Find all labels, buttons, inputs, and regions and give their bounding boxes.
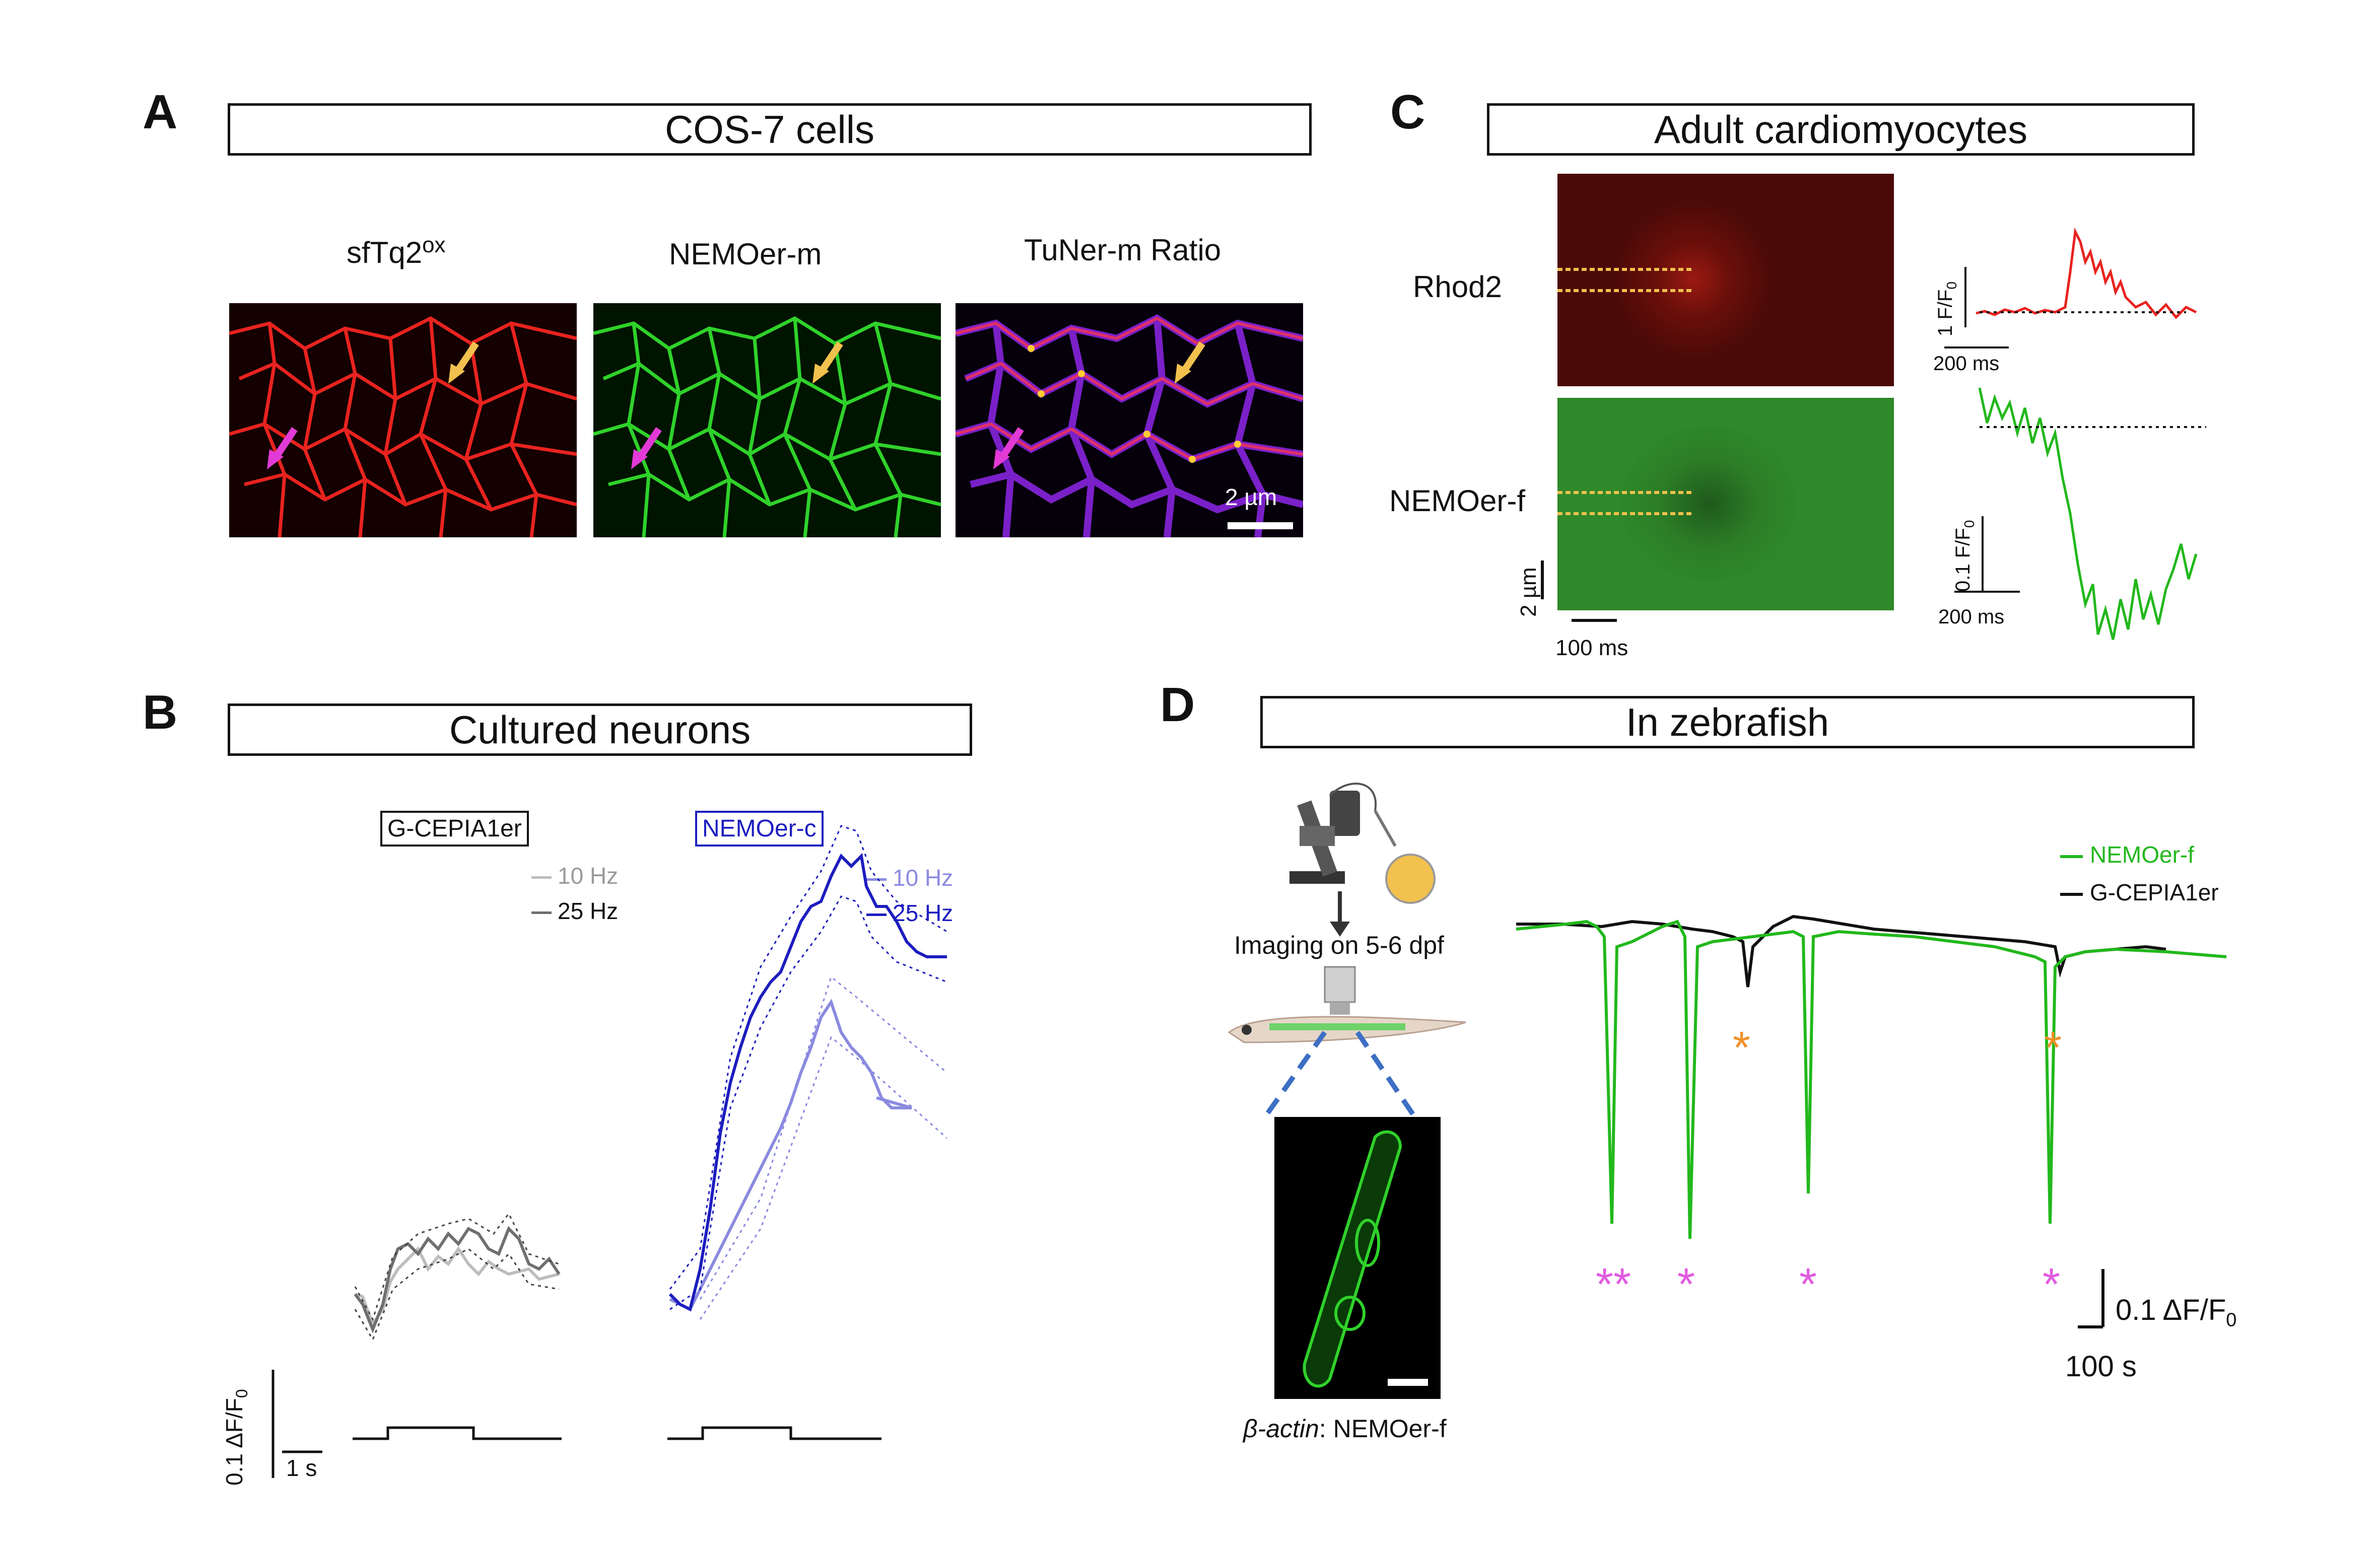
panel-d-letter: D (1160, 678, 1195, 732)
trace-nemoer-25hz (668, 853, 947, 1312)
scale-x-c-image: 100 ms (1555, 636, 1628, 660)
panel-a-letter: A (143, 85, 178, 139)
image-label-nemoer-m: NEMOer-m (669, 237, 822, 271)
asterisk-magenta-4: * (1799, 1259, 1817, 1310)
asterisk-magenta-2: * (1613, 1259, 1631, 1310)
panel-a-title: COS-7 cells (228, 103, 1312, 156)
sensor-label-nemoer-c: NEMOer-c (695, 811, 824, 847)
image-label-tuner-ratio: TuNer-m Ratio (1024, 233, 1221, 267)
asterisk-magenta-1: * (1596, 1259, 1614, 1310)
trace-gcepia-25hz (354, 1226, 561, 1334)
microscope-icon (1289, 783, 1436, 937)
network-ratio-svg (956, 314, 1303, 537)
scale-x-d: 100 s (2065, 1350, 2137, 1383)
legend-b-left-25hz: 25 Hz (531, 897, 618, 925)
panel-c-letter: C (1390, 85, 1425, 139)
linescan-nemoer (1557, 398, 1894, 610)
trace-rhod2 (1976, 227, 2197, 319)
stimulus-right (667, 1426, 881, 1440)
cardiomyocyte-svg (1303, 1130, 1428, 1388)
legend-b-left-10hz: 10 Hz (531, 862, 618, 889)
linescan-rhod2 (1557, 174, 1894, 386)
panel-b-letter: B (143, 685, 178, 739)
asterisk-orange-2: * (2044, 1023, 2062, 1073)
network-red-svg (229, 316, 577, 537)
scale-bar-label-a: 2 µm (1225, 484, 1277, 510)
stimulus-left (353, 1426, 562, 1440)
row-label-rhod2: Rhod2 (1413, 270, 1502, 304)
sensor-label-gcepia: G-CEPIA1er (380, 811, 529, 847)
scale-bar-a (1228, 522, 1293, 529)
network-green-svg (593, 316, 941, 537)
asterisk-magenta-5: * (2043, 1259, 2061, 1310)
row-label-nemoer-f: NEMOer-f (1389, 484, 1525, 518)
trace-d-nemoer (1516, 920, 2227, 1239)
fish-schematic (1228, 966, 1466, 1119)
imaging-label: Imaging on 5-6 dpf (1234, 931, 1444, 959)
arrows-red (267, 341, 479, 469)
legend-d-gcepia: G-CEPIA1er (2060, 879, 2219, 906)
scale-y-d: 0.1 ΔF/F0 (2116, 1294, 2237, 1331)
micrograph-tuner-ratio: 2 µm (956, 303, 1303, 537)
arrows-green (631, 341, 843, 469)
legend-b-right-10hz: 10 Hz (866, 864, 953, 891)
arrows-ratio (993, 341, 1205, 469)
trace-d-gcepia (1516, 915, 2166, 988)
scale-x-c-top: 200 ms (1933, 353, 2000, 375)
zebrafish-micrograph (1274, 1117, 1441, 1399)
micrograph-sftq2 (229, 303, 577, 537)
zebrafish-caption: β-actin: NEMOer-f (1243, 1415, 1447, 1443)
scale-x-b: 1 s (286, 1455, 317, 1481)
panel-d-title: In zebrafish (1260, 696, 2195, 748)
asterisk-magenta-3: * (1677, 1259, 1695, 1310)
legend-d-nemoer: NEMOer-f (2060, 841, 2194, 868)
trace-gcepia-10hz (355, 1246, 560, 1328)
panel-c-title: Adult cardiomyocytes (1487, 103, 2195, 156)
micrograph-nemoer-m (593, 303, 941, 537)
image-label-sftq2: sfTq2ox (347, 233, 446, 269)
asterisk-orange-1: * (1733, 1023, 1751, 1073)
scale-x-c-bottom: 200 ms (1938, 606, 2005, 628)
panel-b-title: Cultured neurons (228, 704, 972, 756)
